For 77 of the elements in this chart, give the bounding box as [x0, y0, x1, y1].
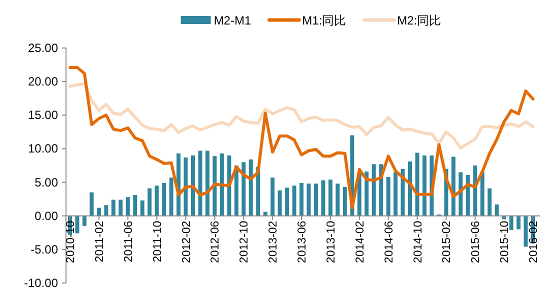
- bar: [242, 162, 246, 216]
- legend-label: M1:同比: [302, 14, 346, 28]
- y-tick-label: -5.00: [30, 242, 58, 256]
- bar: [342, 186, 347, 216]
- bar: [162, 182, 166, 216]
- bar: [133, 195, 138, 216]
- x-tick-label: 2011-06: [122, 220, 135, 262]
- bar: [75, 216, 80, 234]
- bar: [466, 174, 470, 216]
- bar: [205, 150, 210, 216]
- bar: [408, 161, 412, 216]
- bar: [394, 172, 398, 216]
- y-tick-label: 5.00: [34, 175, 58, 190]
- x-tick-label: 2014-02: [354, 220, 366, 264]
- bar: [494, 204, 499, 216]
- bar: [328, 180, 332, 216]
- x-tick-label: 2013-06: [296, 220, 308, 264]
- bar: [422, 155, 426, 216]
- bar: [140, 200, 144, 216]
- bar: [248, 159, 253, 216]
- bar: [118, 200, 123, 216]
- bar: [524, 216, 528, 247]
- x-tick-label: 2015-10: [499, 220, 512, 264]
- bar: [227, 155, 232, 216]
- x-tick-label: 2014-10: [412, 220, 424, 264]
- bar: [300, 182, 304, 216]
- bar: [82, 216, 86, 226]
- x-tick-label: 2015-02: [441, 220, 454, 264]
- bar: [90, 192, 94, 216]
- bar: [306, 184, 311, 216]
- bar: [285, 188, 290, 216]
- bar: [126, 197, 130, 216]
- x-tick-label: 2016-02: [528, 220, 540, 264]
- bar: [104, 205, 108, 216]
- bar: [400, 168, 405, 216]
- bar: [169, 178, 174, 216]
- bar: [415, 152, 420, 216]
- bar: [184, 157, 188, 216]
- bar: [198, 150, 202, 216]
- y-tick-label: 25.00: [28, 41, 58, 55]
- bar: [480, 172, 484, 216]
- bar: [190, 155, 195, 216]
- y-tick-label: 10.00: [28, 142, 58, 156]
- x-tick-label: 2014-06: [383, 220, 396, 264]
- y-tick-label: -10.00: [24, 276, 58, 290]
- x-tick-label: 2011-02: [94, 220, 106, 262]
- x-tick-label: 2012-02: [180, 220, 193, 264]
- x-tick-label: 2012-06: [210, 220, 222, 264]
- bar: [96, 208, 101, 216]
- bar: [516, 216, 521, 230]
- y-tick-label: 0.00: [34, 208, 58, 223]
- bar: [458, 172, 463, 216]
- bar: [336, 184, 340, 216]
- bar: [148, 188, 152, 216]
- bar: [386, 176, 390, 216]
- bar: [111, 200, 116, 216]
- bar: [220, 153, 224, 216]
- bar: [372, 164, 376, 216]
- x-tick-label: 2011-10: [152, 220, 164, 262]
- bar: [509, 216, 514, 230]
- bar: [314, 184, 318, 216]
- bar: [321, 180, 326, 216]
- y-tick-label: 20.00: [28, 74, 58, 89]
- bar: [278, 190, 282, 216]
- y-tick-label: 15.00: [28, 108, 58, 122]
- bar: [270, 178, 275, 216]
- x-tick-label: 2015-06: [470, 220, 482, 264]
- legend-label: M2:同比: [397, 14, 442, 28]
- bar: [154, 186, 159, 216]
- x-tick-label: 2013-10: [325, 220, 338, 264]
- bar: [488, 188, 492, 216]
- x-tick-label: 2013-02: [268, 220, 280, 264]
- bar: [212, 156, 217, 216]
- x-tick-label: 2010-10: [65, 220, 77, 264]
- legend-label: M2-M1: [214, 14, 252, 28]
- bar: [292, 186, 296, 216]
- x-tick-label: 2012-10: [238, 220, 251, 264]
